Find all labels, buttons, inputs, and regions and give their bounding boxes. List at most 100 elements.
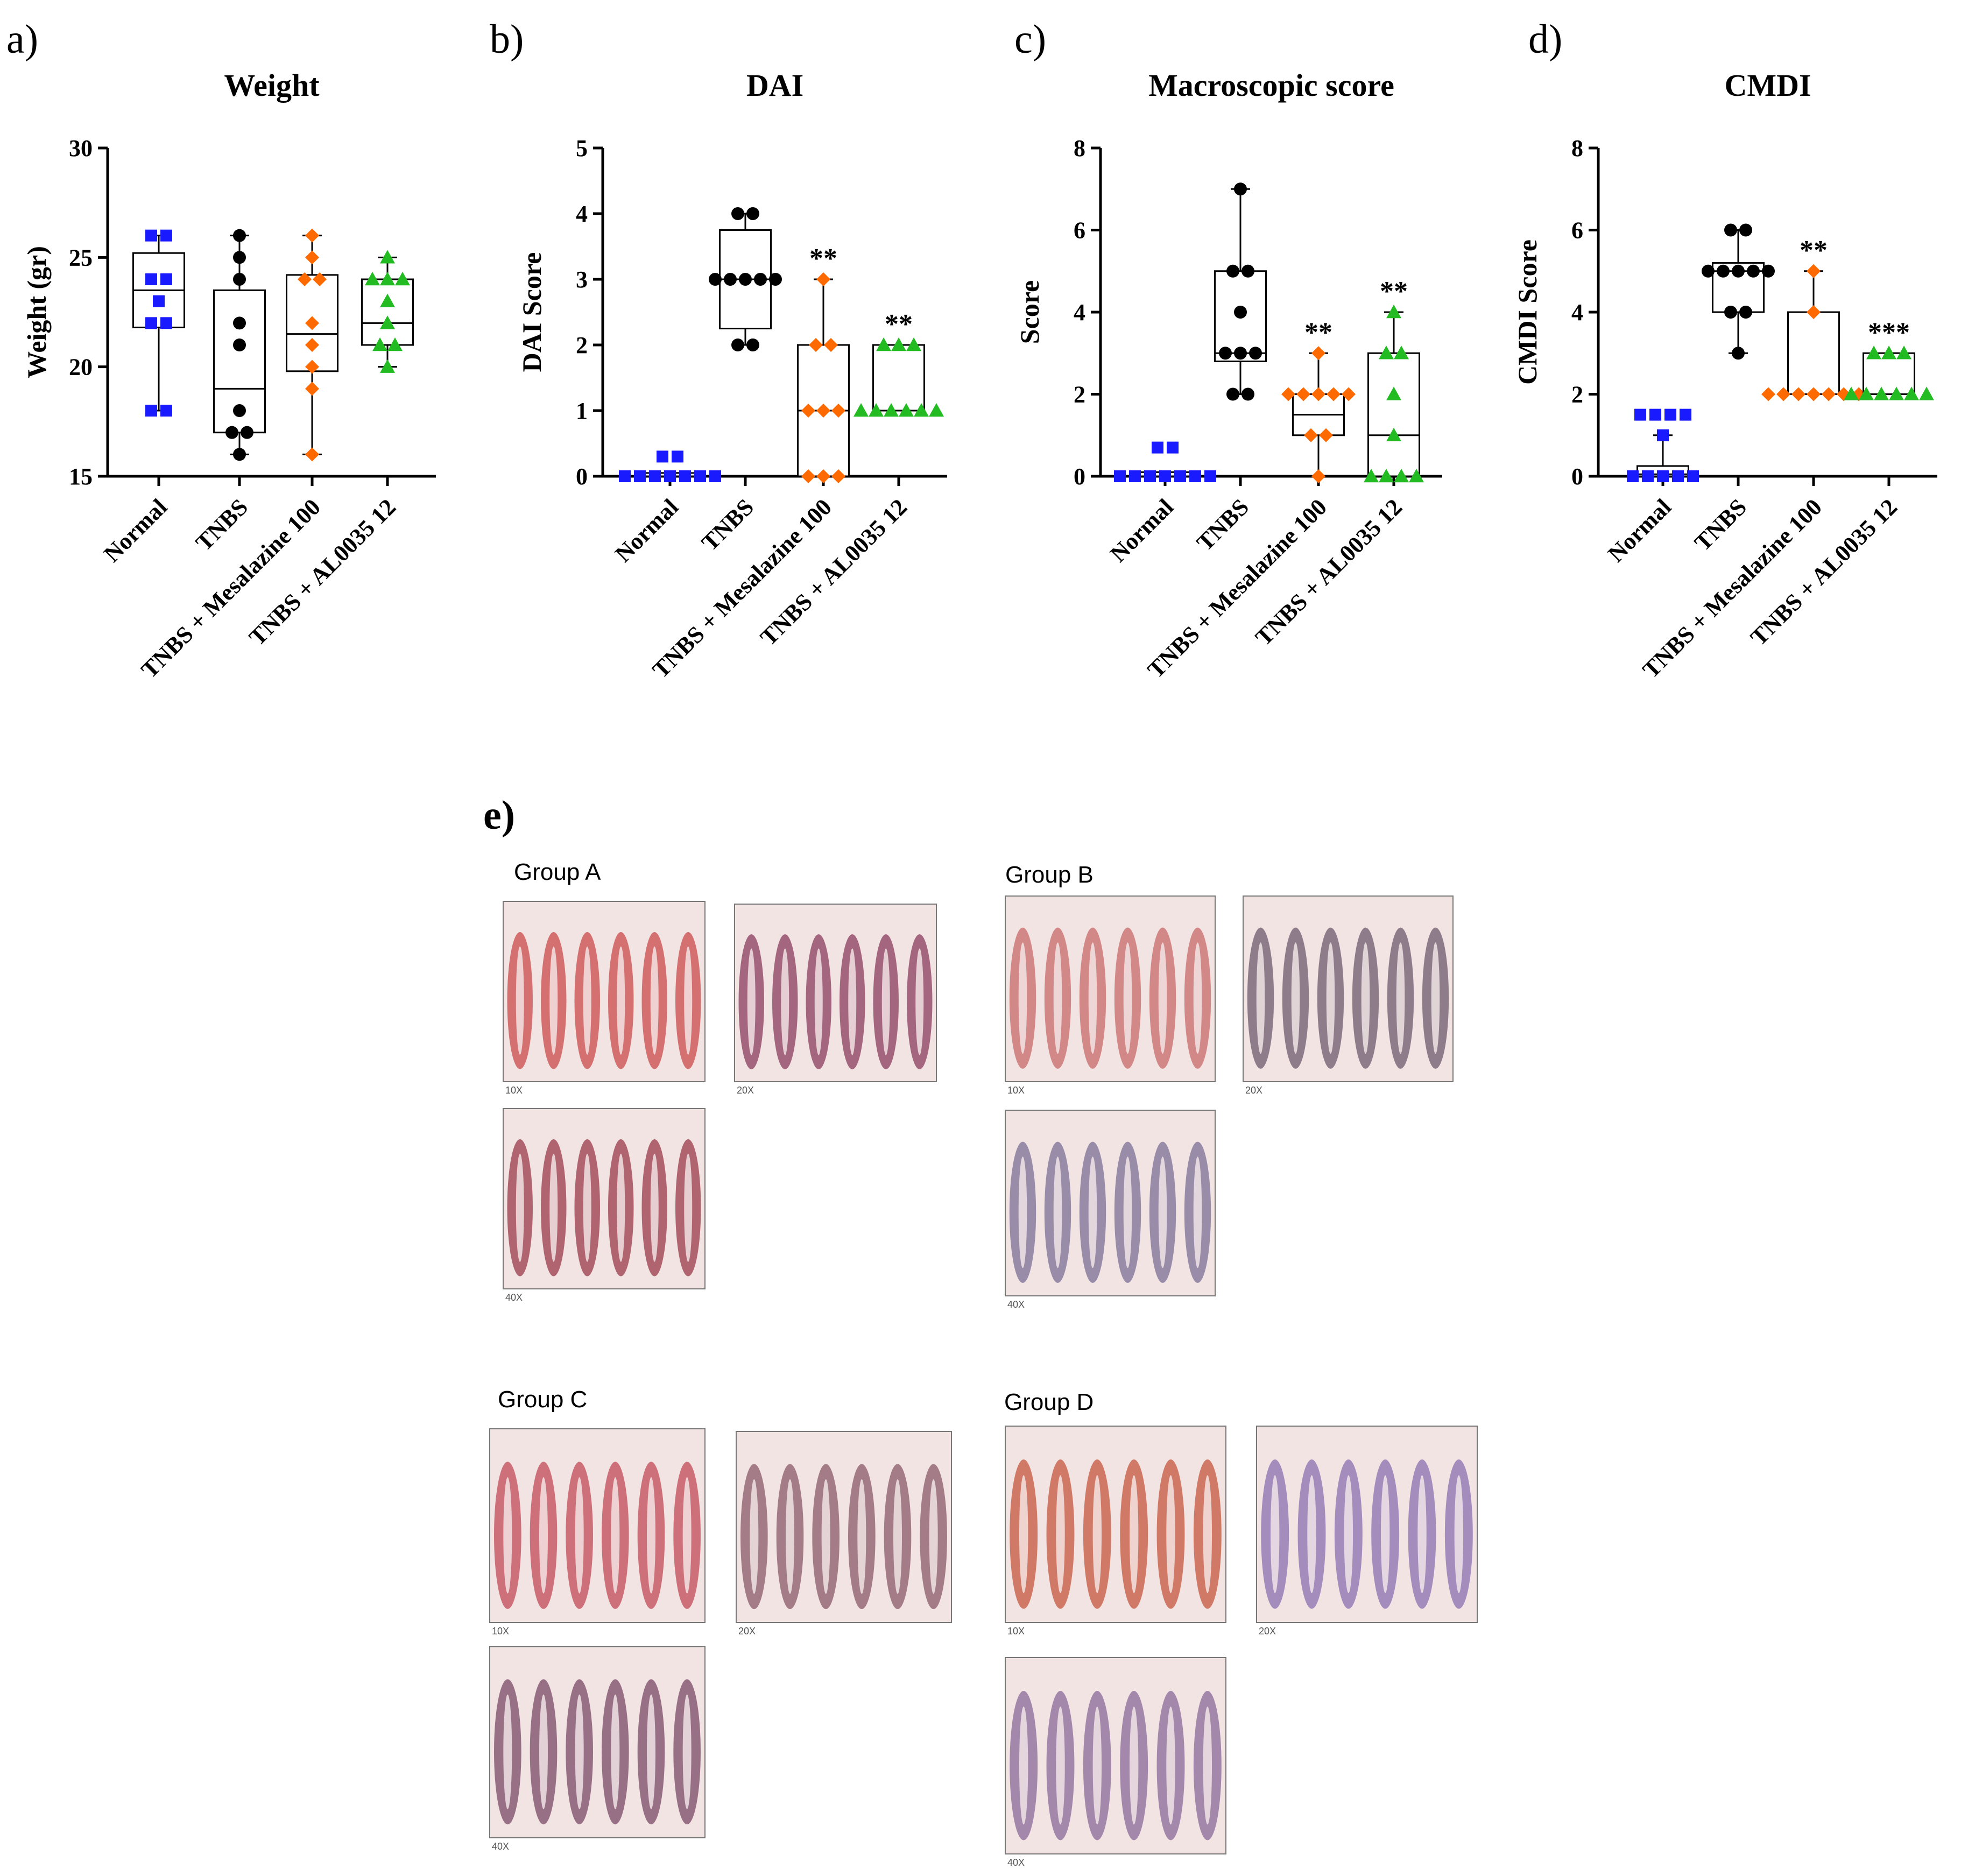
data-point	[1732, 264, 1745, 278]
tissue-lumen	[583, 946, 591, 1055]
tissue-lumen	[1053, 942, 1062, 1054]
data-point	[1634, 408, 1646, 421]
image-frame	[489, 1428, 706, 1623]
data-point	[816, 469, 830, 483]
panel-label-a: a)	[6, 17, 38, 62]
data-point	[1386, 386, 1401, 400]
data-point	[619, 470, 631, 482]
tissue-lumen	[1123, 1156, 1132, 1268]
data-point	[694, 470, 706, 482]
histology-image: 40X	[503, 1108, 706, 1303]
category-label: TNBS + AL0035 12	[1745, 493, 1902, 651]
image-frame	[1005, 1110, 1216, 1296]
chart-title: CMDI	[1724, 68, 1811, 103]
data-point	[1762, 264, 1775, 278]
chart-title: Macroscopic score	[1148, 68, 1394, 103]
data-point	[380, 293, 395, 307]
data-point	[305, 359, 319, 374]
group-label-b: Group B	[1005, 862, 1094, 888]
tissue-lumen	[1166, 1706, 1175, 1825]
data-point	[145, 317, 157, 329]
magnification-label: 20X	[738, 1626, 756, 1637]
magnification-label: 40X	[1007, 1299, 1025, 1310]
tissue-lumen	[611, 1477, 620, 1593]
tissue-lumen	[1018, 942, 1027, 1054]
y-axis-label: CMDI Score	[1512, 239, 1542, 385]
category-label: TNBS	[696, 493, 759, 556]
tissue-lumen	[1166, 1475, 1175, 1593]
data-point	[801, 404, 815, 418]
tissue-lumen	[1193, 1156, 1202, 1268]
tissue-lumen	[617, 946, 625, 1055]
histology-image: 40X	[1005, 1657, 1226, 1868]
tissue-lumen	[1158, 942, 1167, 1054]
tissue-lumen	[516, 946, 524, 1055]
tissue-lumen	[1270, 1475, 1280, 1593]
y-axis-label: Score	[1014, 280, 1045, 344]
image-frame	[734, 904, 937, 1082]
data-point	[1866, 345, 1881, 359]
data-point	[1174, 470, 1186, 482]
data-point	[305, 316, 319, 330]
tissue-lumen	[1019, 1475, 1028, 1593]
data-point	[731, 207, 744, 220]
data-point	[1627, 470, 1639, 482]
tissue-lumen	[503, 1694, 512, 1809]
histology-figure: 10X 20X 40X 10X 20X 40X 10X 20X 40X 10X 20X 40X	[489, 895, 1478, 1868]
data-point	[160, 273, 172, 285]
tissue-lumen	[786, 1479, 794, 1594]
tissue-lumen	[1203, 1706, 1212, 1825]
tissue-lumen	[1018, 1156, 1027, 1268]
panel-label-e: e)	[483, 793, 515, 838]
data-point	[298, 272, 312, 286]
y-tick-label: 0	[1571, 463, 1583, 490]
box	[872, 344, 925, 412]
box	[1863, 352, 1915, 395]
data-point	[1189, 470, 1201, 482]
data-point	[145, 273, 157, 285]
data-point	[746, 338, 759, 351]
magnification-label: 10X	[1007, 1626, 1025, 1637]
tissue-lumen	[1158, 1156, 1167, 1268]
tissue-lumen	[647, 1477, 655, 1593]
histology-image: 10X	[1005, 895, 1216, 1096]
category-label: Normal	[1603, 493, 1676, 567]
magnification-label: 10X	[1007, 1085, 1025, 1096]
image-frame	[489, 1646, 706, 1838]
image-frame	[1005, 895, 1216, 1082]
data-point	[365, 272, 380, 286]
histology-image: 40X	[489, 1646, 706, 1852]
y-tick-label: 4	[1074, 299, 1085, 326]
significance-label: **	[1304, 317, 1332, 348]
y-tick-label: 0	[1074, 463, 1085, 490]
histology-image: 20X	[1256, 1426, 1478, 1637]
box	[1367, 352, 1420, 477]
series-0: Normal	[1603, 408, 1699, 567]
data-point	[1311, 346, 1325, 361]
data-point	[824, 338, 838, 352]
data-point	[380, 359, 395, 373]
data-point	[1904, 386, 1919, 400]
tissue-lumen	[617, 1153, 625, 1262]
tissue-lumen	[1019, 1706, 1028, 1825]
tissue-lumen	[539, 1477, 548, 1593]
tissue-lumen	[893, 1479, 902, 1594]
tissue-lumen	[682, 1477, 692, 1593]
data-point	[233, 316, 246, 330]
data-point	[1379, 469, 1394, 483]
data-point	[1409, 469, 1424, 483]
data-point	[1724, 223, 1737, 237]
y-tick-label: 8	[1074, 135, 1085, 161]
tissue-lumen	[1380, 1475, 1390, 1593]
data-point	[1807, 264, 1821, 278]
group-label-a: Group A	[514, 859, 601, 885]
series-1: TNBS	[1191, 182, 1267, 556]
data-point	[1881, 345, 1896, 359]
magnification-label: 10X	[505, 1085, 523, 1096]
data-point	[672, 450, 683, 463]
tissue-lumen	[747, 948, 756, 1055]
data-point	[1776, 387, 1790, 401]
